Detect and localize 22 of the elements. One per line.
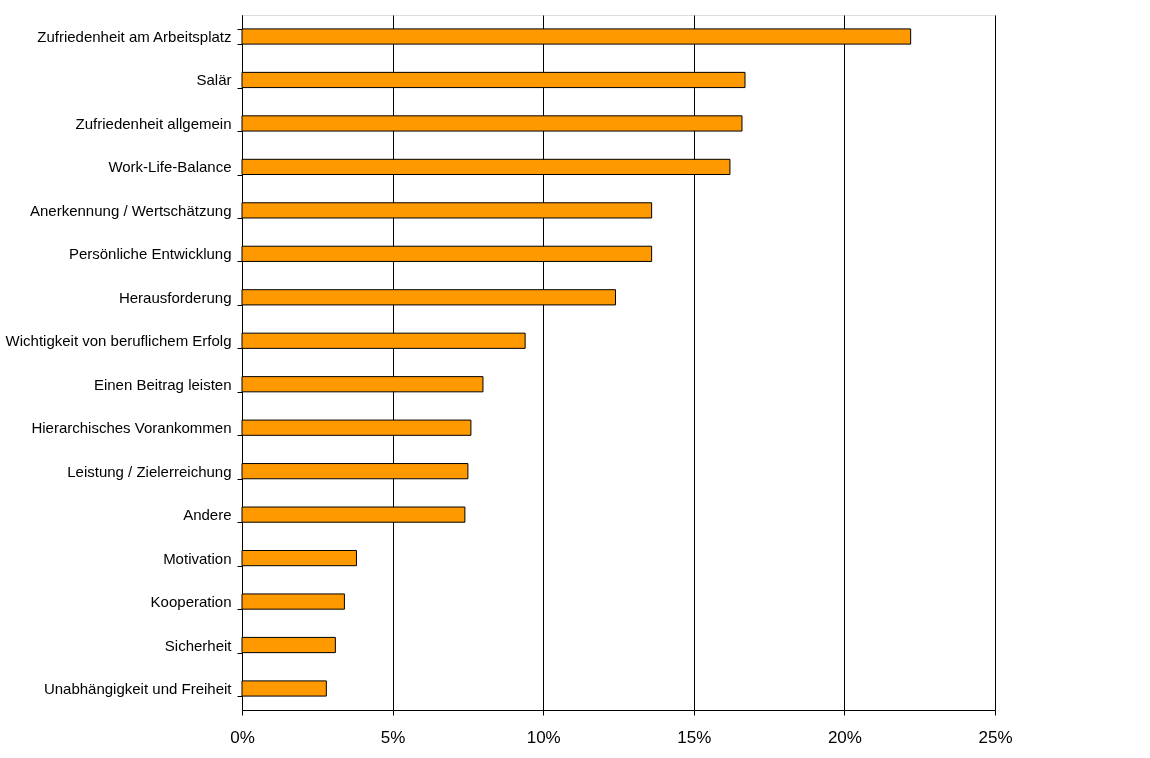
y-tick-label: Zufriedenheit am Arbeitsplatz [37,28,232,46]
y-tick-label: Kooperation [150,593,232,611]
y-tick-label: Hierarchisches Vorankommen [31,419,232,437]
y-tick-label: Anerkennung / Wertschätzung [29,201,232,219]
x-tick-label: 5% [380,727,406,747]
x-tick-label: 10% [526,727,561,747]
x-tick-label: 25% [978,727,1013,747]
y-tick-label: Sicherheit [164,636,233,654]
y-tick-label: Persönliche Entwicklung [68,245,232,263]
y-tick-label: Unabhängigkeit und Freiheit [43,679,233,697]
y-tick-label: Salär [196,71,232,89]
y-tick-label: Herausforderung [118,288,232,306]
y-tick-label: Motivation [163,549,232,567]
x-tick-label: 15% [677,727,712,747]
y-tick-label: Work-Life-Balance [108,158,232,176]
y-tick-label: Wichtigkeit von beruflichem Erfolg [5,332,232,350]
x-tick-label: 20% [827,727,862,747]
x-tick-label: 0% [230,727,255,747]
y-tick-label: Leistung / Zielerreichung [67,462,232,480]
y-tick-label: Einen Beitrag leisten [93,375,232,393]
y-tick-label: Zufriedenheit allgemein [75,114,232,132]
y-tick-label: Andere [183,506,232,524]
